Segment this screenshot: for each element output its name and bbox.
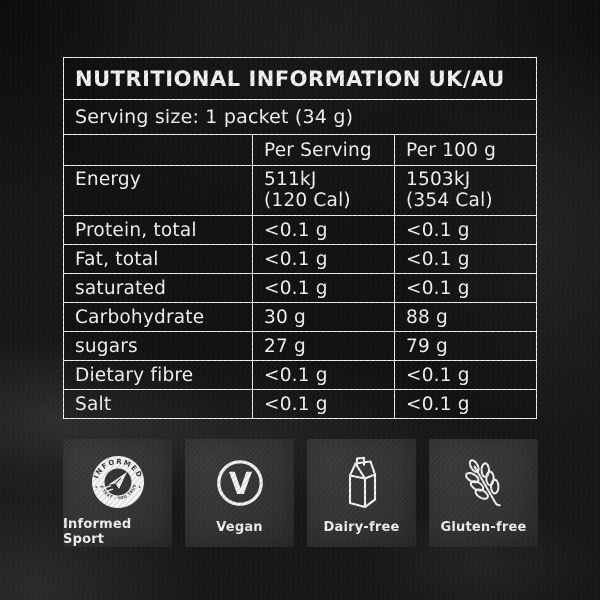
per-serving-value: <0.1 g — [252, 360, 395, 390]
value-line: (120 Cal) — [264, 190, 351, 211]
per-100g-value: 1503kJ (354 Cal) — [393, 165, 538, 216]
badge-dairy-free: Dairy-free — [307, 439, 416, 547]
badge-label: Dairy-free — [323, 520, 400, 535]
table-row: Carbohydrate 30 g 88 g — [63, 302, 538, 332]
row-label: Salt — [63, 389, 253, 419]
badge-informed-sport: INFORMED WE TEST - YOU TRUST Informed Sp… — [63, 439, 172, 547]
header-per-serving: Per Serving — [252, 134, 395, 166]
table-row: Energy 511kJ (120 Cal) 1503kJ (354 Cal) — [63, 165, 538, 216]
icon-wrap — [456, 447, 512, 519]
row-label: Protein, total — [63, 215, 253, 245]
vegan-letter: V — [228, 467, 252, 502]
table-row: sugars 27 g 79 g — [63, 331, 538, 361]
header-empty-cell — [63, 134, 253, 166]
per-100g-value: <0.1 g — [393, 273, 538, 303]
row-label: Carbohydrate — [63, 302, 253, 332]
row-label: Dietary fibre — [63, 360, 253, 390]
icon-wrap — [341, 447, 383, 519]
badge-label: Vegan — [216, 520, 263, 535]
paper-plane-icon — [104, 471, 127, 491]
icon-wrap: INFORMED WE TEST - YOU TRUST — [90, 447, 146, 516]
row-label: Energy — [63, 165, 253, 216]
table-row: NUTRITIONAL INFORMATION UK/AU — [62, 57, 538, 100]
per-serving-value: 30 g — [252, 302, 395, 332]
gluten-free-wheat-icon — [464, 459, 501, 507]
nutrition-table: NUTRITIONAL INFORMATION UK/AU Serving si… — [62, 57, 538, 419]
per-100g-value: <0.1 g — [393, 360, 538, 390]
value-line: (354 Cal) — [406, 190, 493, 211]
table-row: Per Serving Per 100 g — [63, 134, 538, 166]
per-100g-value: <0.1 g — [393, 389, 538, 419]
per-100g-value: <0.1 g — [393, 215, 538, 245]
badge-gluten-free: Gluten-free — [429, 439, 538, 547]
informed-sport-badge-icon: INFORMED WE TEST - YOU TRUST — [90, 454, 144, 508]
per-100g-value: <0.1 g — [393, 244, 538, 274]
badge-vegan: V Vegan — [185, 439, 294, 547]
table-row: Fat, total <0.1 g <0.1 g — [63, 244, 538, 274]
vegan-icon: V — [216, 460, 263, 506]
value-line: 511kJ — [264, 169, 317, 190]
badge-label: Informed Sport — [63, 517, 132, 547]
table-row: Dietary fibre <0.1 g <0.1 g — [63, 360, 538, 390]
per-100g-value: 88 g — [393, 302, 538, 332]
header-per-100g: Per 100 g — [393, 134, 538, 166]
value-line: 1503kJ — [406, 169, 471, 190]
table-row: saturated <0.1 g <0.1 g — [63, 273, 538, 303]
table-row: Serving size: 1 packet (34 g) — [62, 99, 538, 135]
icon-wrap: V — [215, 447, 265, 519]
table-title: NUTRITIONAL INFORMATION UK/AU — [62, 57, 538, 100]
per-serving-value: 511kJ (120 Cal) — [252, 165, 395, 216]
badge-label: Gluten-free — [440, 520, 527, 535]
dairy-free-carton-icon — [348, 456, 376, 509]
per-serving-value: <0.1 g — [252, 389, 395, 419]
per-serving-value: <0.1 g — [252, 244, 395, 274]
row-label: sugars — [63, 331, 253, 361]
per-100g-value: 79 g — [393, 331, 538, 361]
certification-badges: INFORMED WE TEST - YOU TRUST Informed Sp… — [63, 439, 538, 547]
table-row: Salt <0.1 g <0.1 g — [63, 389, 538, 419]
per-serving-value: <0.1 g — [252, 215, 395, 245]
per-serving-value: <0.1 g — [252, 273, 395, 303]
table-row: Protein, total <0.1 g <0.1 g — [63, 215, 538, 245]
serving-size-text: Serving size: 1 packet (34 g) — [62, 99, 538, 135]
row-label: saturated — [63, 273, 253, 303]
per-serving-value: 27 g — [252, 331, 395, 361]
row-label: Fat, total — [63, 244, 253, 274]
